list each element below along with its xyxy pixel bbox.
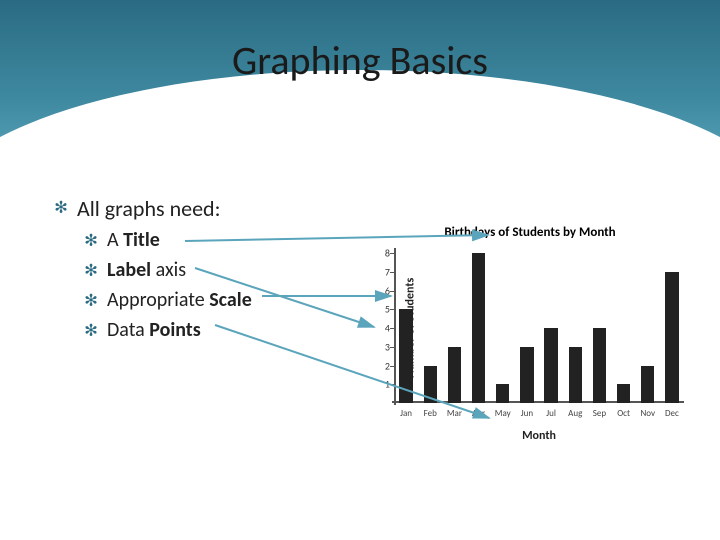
bar (496, 384, 509, 403)
bar (617, 384, 630, 403)
chart-plot-area: Number of Students Month JanFebMarAprMay… (394, 253, 684, 403)
x-tick-label: Mar (447, 408, 462, 419)
sub-bullet: ✻ Data Points (85, 318, 385, 342)
bar (472, 253, 485, 403)
y-tick-label: 1 (376, 378, 390, 391)
y-tick (390, 384, 394, 385)
bar (665, 272, 678, 403)
bar (593, 328, 606, 403)
x-tick-label: Feb (424, 408, 437, 419)
x-tick-label: May (495, 408, 511, 419)
slide-title: Graphing Basics (0, 36, 720, 85)
y-tick (390, 366, 394, 367)
bullet-list: ✻ All graphs need: ✻ A Title ✻ Label axis ✻ A… (55, 195, 385, 348)
y-tick (390, 347, 394, 348)
y-tick-label: 2 (376, 359, 390, 372)
main-bullet-text: All graphs need: (77, 195, 221, 222)
bar (520, 347, 533, 403)
sub-bullet-text: Label axis (107, 258, 186, 282)
main-bullet: ✻ All graphs need: (55, 195, 385, 222)
y-tick-label: 3 (376, 340, 390, 353)
slide-header (0, 0, 720, 170)
y-tick-label: 6 (376, 284, 390, 297)
y-tick (390, 309, 394, 310)
x-tick-label: Jan (400, 408, 412, 419)
bar (641, 366, 654, 404)
bar (424, 366, 437, 404)
x-tick-label: Dec (665, 408, 679, 419)
x-tick-label: Apr (472, 408, 485, 419)
y-tick-label: 8 (376, 247, 390, 260)
y-tick-label: 5 (376, 303, 390, 316)
y-tick (390, 291, 394, 292)
asterisk-icon: ✻ (85, 292, 97, 312)
chart-title: Birthdays of Students by Month (360, 225, 700, 240)
sub-bullet-text: Appropriate Scale (107, 288, 252, 312)
y-tick (390, 253, 394, 254)
y-tick-label: 4 (376, 322, 390, 335)
x-axis-label: Month (394, 429, 684, 443)
x-tick-label: Aug (568, 408, 582, 419)
y-tick (390, 272, 394, 273)
x-tick-label: Oct (617, 408, 630, 419)
bar (399, 309, 412, 403)
y-tick (390, 328, 394, 329)
bars-container: JanFebMarAprMayJunJulAugSepOctNovDec (394, 253, 684, 403)
sub-bullet-text: Data Points (107, 318, 201, 342)
sub-bullet: ✻ A Title (85, 228, 385, 252)
bar (569, 347, 582, 403)
bar (544, 328, 557, 403)
birthdays-chart: Birthdays of Students by Month Number of… (360, 225, 700, 455)
sub-bullet-text: A Title (107, 228, 160, 252)
sub-bullet: ✻ Appropriate Scale (85, 288, 385, 312)
sub-bullet: ✻ Label axis (85, 258, 385, 282)
asterisk-icon: ✻ (85, 232, 97, 252)
asterisk-icon: ✻ (85, 262, 97, 282)
x-tick-label: Nov (640, 408, 655, 419)
x-tick-label: Jul (546, 408, 556, 419)
y-tick-label: 7 (376, 265, 390, 278)
x-tick-label: Jun (521, 408, 533, 419)
wave-decor (0, 70, 720, 170)
asterisk-icon: ✻ (85, 322, 97, 342)
x-tick-label: Sep (593, 408, 606, 419)
asterisk-icon: ✻ (55, 199, 67, 219)
bar (448, 347, 461, 403)
